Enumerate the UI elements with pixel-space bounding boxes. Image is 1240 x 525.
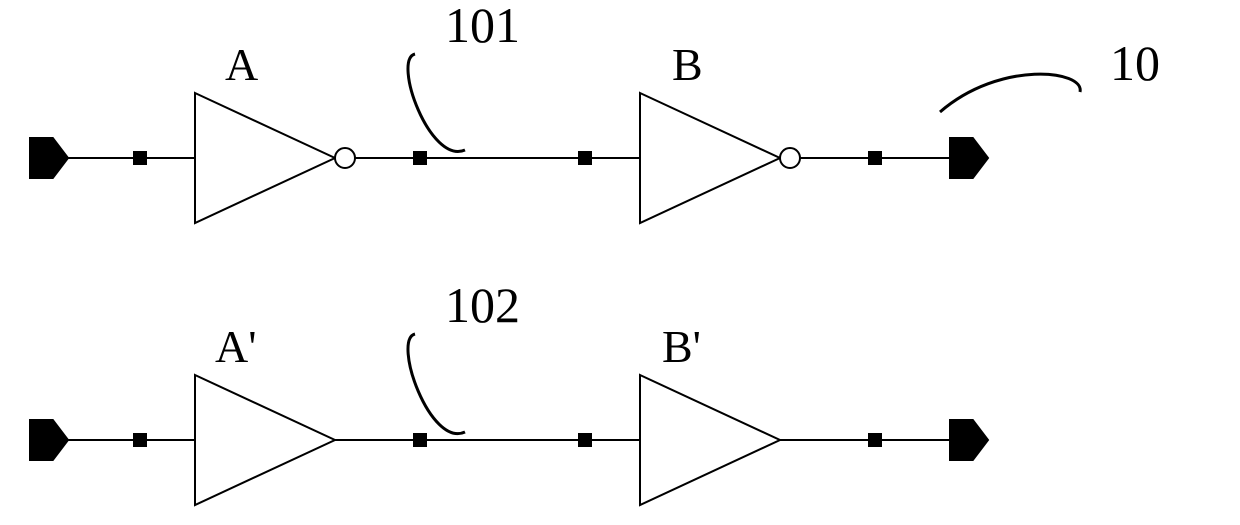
wire-node — [578, 151, 592, 165]
callout-label: 10 — [1110, 35, 1160, 91]
buffer-gate — [195, 375, 335, 505]
callout-label: 101 — [445, 0, 520, 53]
output-port — [950, 138, 988, 178]
wire-node — [133, 433, 147, 447]
gate-label: B — [672, 39, 703, 90]
callout-leader — [940, 74, 1080, 112]
inverter-gate — [195, 93, 335, 223]
inversion-bubble — [780, 148, 800, 168]
input-port — [30, 138, 68, 178]
wire-node — [133, 151, 147, 165]
wire-node — [868, 151, 882, 165]
callout-label: 102 — [445, 277, 520, 333]
circuit-diagram: A B 101 10 A' B' 102 — [0, 0, 1240, 525]
wire-node — [868, 433, 882, 447]
wire-node — [413, 151, 427, 165]
gate-label: A' — [215, 321, 257, 372]
inverter-gate — [640, 93, 780, 223]
input-port — [30, 420, 68, 460]
gate-label: B' — [662, 321, 701, 372]
output-port — [950, 420, 988, 460]
wire-node — [578, 433, 592, 447]
wire-node — [413, 433, 427, 447]
buffer-gate — [640, 375, 780, 505]
gate-label: A — [225, 39, 258, 90]
callout-leader — [408, 334, 465, 434]
callout-leader — [408, 54, 465, 151]
inversion-bubble — [335, 148, 355, 168]
